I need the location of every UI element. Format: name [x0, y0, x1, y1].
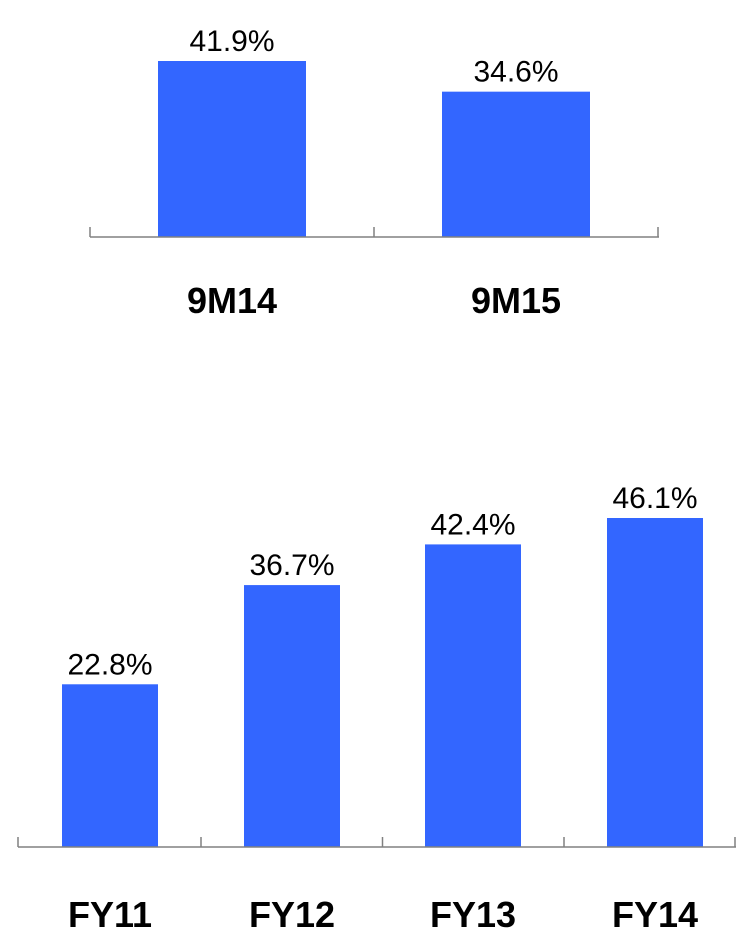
- bar-fy14: [607, 518, 703, 847]
- data-label-fy11: 22.8%: [67, 648, 152, 681]
- bar-fy11: [62, 684, 158, 847]
- category-label-fy12: FY12: [249, 894, 335, 935]
- data-label-9m15: 34.6%: [473, 56, 558, 89]
- category-label-fy11: FY11: [68, 894, 152, 935]
- category-label-fy13: FY13: [430, 894, 516, 935]
- data-label-fy14: 46.1%: [612, 482, 697, 515]
- bar-chart-fy: 22.8% FY11 36.7% FY12 42.4% FY13 46.1% FY14: [17, 482, 736, 935]
- bar-fy12: [244, 585, 340, 847]
- bar-fy13: [425, 544, 521, 847]
- category-label-fy14: FY14: [612, 894, 698, 935]
- bar-9m14: [158, 61, 306, 237]
- data-label-fy12: 36.7%: [249, 549, 334, 582]
- data-label-9m14: 41.9%: [189, 25, 274, 58]
- category-label-9m15: 9M15: [471, 280, 561, 321]
- bar-chart-9m: 41.9% 9M14 34.6% 9M15: [89, 25, 659, 321]
- bar-9m15: [442, 91, 590, 237]
- data-label-fy13: 42.4%: [430, 508, 515, 541]
- category-label-9m14: 9M14: [187, 280, 277, 321]
